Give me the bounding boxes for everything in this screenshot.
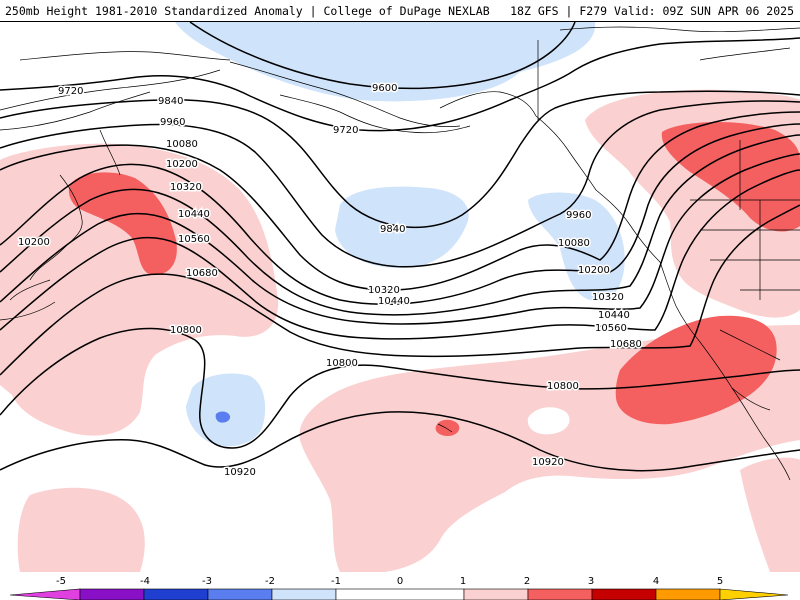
contour-label: 10560 bbox=[178, 234, 210, 245]
contour-9840 bbox=[0, 90, 800, 229]
legend-tick: -1 bbox=[331, 576, 341, 587]
height-contours bbox=[0, 22, 800, 472]
legend-tick: 0 bbox=[397, 576, 403, 587]
contour-label: 10320 bbox=[170, 182, 202, 193]
contour-label: 9960 bbox=[160, 117, 185, 128]
contour-label: 10440 bbox=[598, 310, 630, 321]
contour-10560 bbox=[0, 169, 800, 340]
pos-anomaly-southeast bbox=[740, 457, 800, 572]
neg-anomaly-east bbox=[528, 192, 625, 301]
contour-label: 10200 bbox=[18, 237, 50, 248]
contour-10800 bbox=[0, 327, 800, 449]
legend-tick: 2 bbox=[524, 576, 530, 587]
anomaly-legend: -5 -4 -3 -2 -1 0 1 2 3 4 5 bbox=[9, 576, 789, 600]
contour-9960 bbox=[0, 100, 800, 268]
contour-labels: 9600 9720 9720 9840 9840 9960 9960 10080… bbox=[17, 82, 644, 480]
neg-anomaly-central bbox=[335, 186, 469, 268]
legend-swatch-neg5 bbox=[9, 588, 81, 600]
neg-anomaly-south bbox=[186, 373, 266, 447]
legend-swatch-neg1 bbox=[271, 588, 337, 600]
contour-label: 9840 bbox=[158, 96, 183, 107]
contour-label: 9960 bbox=[566, 210, 591, 221]
contour-label: 10320 bbox=[368, 285, 400, 296]
contour-label: 10440 bbox=[178, 209, 210, 220]
contour-label: 10080 bbox=[166, 139, 198, 150]
contour-label: 10920 bbox=[224, 467, 256, 478]
legend-tick: 4 bbox=[653, 576, 659, 587]
legend-swatch-neg2 bbox=[207, 588, 273, 600]
legend-tick: 1 bbox=[460, 576, 466, 587]
contour-label: 10200 bbox=[166, 159, 198, 170]
contour-9720 bbox=[0, 37, 800, 132]
legend-tick-labels: -5 -4 -3 -2 -1 0 1 2 3 4 5 bbox=[56, 576, 723, 587]
legend-swatch-pos2 bbox=[527, 588, 593, 600]
contour-label: 10680 bbox=[610, 339, 642, 350]
pos-anomaly-west bbox=[0, 143, 279, 436]
legend-bar bbox=[9, 588, 789, 600]
contour-10440 bbox=[0, 153, 800, 325]
contour-label: 10920 bbox=[532, 457, 564, 468]
legend-tick: -4 bbox=[140, 576, 150, 587]
neg2-anomaly-south bbox=[215, 411, 231, 423]
contour-label: 10680 bbox=[186, 268, 218, 279]
contour-10320 bbox=[0, 134, 800, 316]
contour-label: 9840 bbox=[380, 224, 405, 235]
legend-swatch-neg3 bbox=[143, 588, 209, 600]
contour-label: 10320 bbox=[592, 292, 624, 303]
legend-tick: -3 bbox=[202, 576, 212, 587]
pos2-anomaly-hawaii bbox=[435, 419, 460, 436]
pos-anomaly-southwest bbox=[17, 487, 145, 572]
contour-9600 bbox=[189, 22, 576, 90]
pos2-anomaly-southwest-us bbox=[615, 315, 777, 425]
legend-tick: 3 bbox=[588, 576, 594, 587]
neg-anomaly-north bbox=[175, 22, 596, 102]
legend-swatch-neg4 bbox=[79, 588, 145, 600]
legend-swatch-pos1 bbox=[463, 588, 529, 600]
coastlines bbox=[0, 26, 800, 481]
model-valid-time: 18Z GFS | F279 Valid: 09Z SUN APR 06 202… bbox=[510, 4, 794, 18]
legend-swatch-pos3 bbox=[591, 588, 657, 600]
contour-label: 9720 bbox=[333, 125, 358, 136]
contour-label: 10200 bbox=[578, 265, 610, 276]
contour-label: 9720 bbox=[58, 86, 83, 97]
contour-10680 bbox=[0, 204, 800, 376]
contour-10080 bbox=[0, 111, 800, 291]
legend-tick: -5 bbox=[56, 576, 66, 587]
legend-swatch-pos5 bbox=[719, 588, 789, 600]
contour-label: 10440 bbox=[378, 296, 410, 307]
legend-tick: -2 bbox=[265, 576, 275, 587]
title-bar: 250mb Height 1981-2010 Standardized Anom… bbox=[0, 0, 800, 22]
contour-10920 bbox=[0, 411, 800, 472]
contour-label: 10560 bbox=[595, 323, 627, 334]
legend-swatch-pos4 bbox=[655, 588, 721, 600]
legend-swatch-zero bbox=[335, 588, 465, 600]
contour-label: 10800 bbox=[170, 325, 202, 336]
contour-label: 10800 bbox=[326, 358, 358, 369]
map-title: 250mb Height 1981-2010 Standardized Anom… bbox=[5, 4, 490, 18]
contour-label: 10800 bbox=[547, 381, 579, 392]
legend-tick: 5 bbox=[717, 576, 723, 587]
contour-label: 10080 bbox=[558, 238, 590, 249]
white-hole bbox=[527, 407, 570, 435]
anomaly-map: 9600 9720 9720 9840 9840 9960 9960 10080… bbox=[0, 22, 800, 572]
contour-label: 9600 bbox=[372, 83, 397, 94]
contour-10200 bbox=[0, 123, 800, 305]
anomaly-shading bbox=[0, 22, 800, 572]
